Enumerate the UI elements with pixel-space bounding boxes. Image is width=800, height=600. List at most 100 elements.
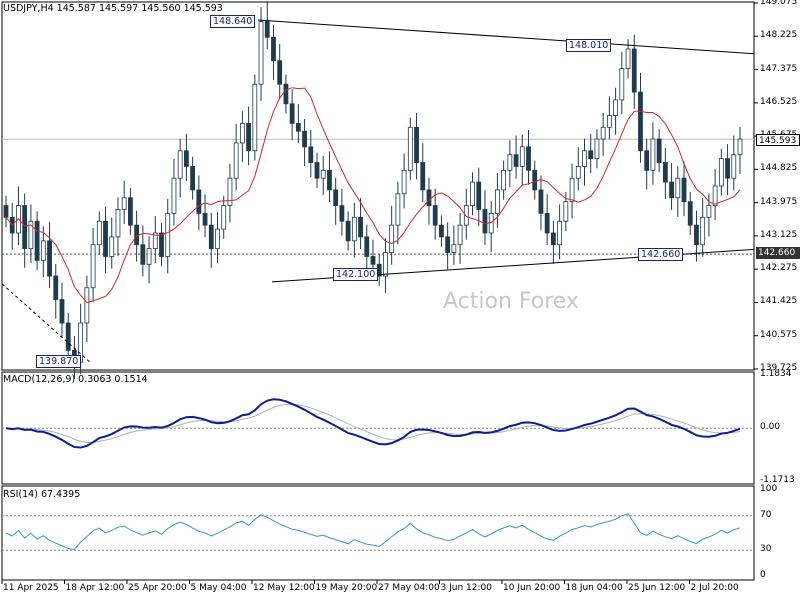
price-tick-label: 149.075 — [760, 0, 798, 7]
candle-body — [644, 150, 650, 171]
candle-body — [482, 209, 488, 234]
candle-body — [351, 216, 357, 242]
candle-body — [445, 236, 451, 253]
candle-body — [675, 177, 681, 199]
candle-body — [246, 122, 251, 152]
candle-body — [339, 205, 345, 222]
candle-body — [140, 244, 146, 265]
candle-body — [227, 177, 233, 206]
candle-body — [190, 166, 196, 191]
candle-body — [507, 154, 513, 171]
candle-body — [470, 181, 475, 206]
candle-body — [575, 166, 581, 179]
time-tick-label: 19 May 20:00 — [315, 583, 378, 593]
candle-body — [712, 185, 718, 206]
price-tick-label: 144.825 — [760, 163, 798, 174]
candle-body — [532, 169, 538, 191]
candle-body — [3, 205, 9, 218]
candle-body — [569, 177, 575, 203]
watermark-text: Action Forex — [443, 289, 579, 314]
rsi-line — [5, 513, 741, 551]
candle-body — [252, 83, 258, 152]
price-tick-label: 147.375 — [760, 63, 798, 74]
time-tick-label: 12 May 12:00 — [253, 583, 315, 593]
candle-body — [619, 68, 625, 101]
annotation-low-1: 142.100 — [333, 268, 379, 281]
time-tick-label: 27 May 04:00 — [378, 583, 440, 593]
candle-body — [513, 154, 519, 167]
rsi-tick-label: 70 — [760, 509, 772, 520]
candle-body — [370, 256, 376, 265]
macd-pane-title: MACD(12,26,9) 0.3063 0.1514 — [3, 374, 148, 385]
candle-body — [588, 150, 594, 159]
candle-body — [669, 181, 674, 199]
candle-body — [731, 154, 737, 179]
candle-body — [308, 146, 314, 163]
rsi-tick-label: 100 — [760, 484, 778, 494]
candle-body — [358, 216, 363, 238]
candle-body — [426, 189, 432, 206]
candle-body — [202, 213, 208, 226]
macd-tick-label: -1.1713 — [760, 475, 795, 485]
rsi-tick-label: 0 — [760, 570, 766, 580]
candle-body — [737, 138, 743, 156]
candle-body — [196, 189, 202, 214]
candle-body — [183, 150, 189, 167]
candle-body — [283, 83, 289, 105]
price-tick-label: 142.275 — [760, 263, 798, 274]
candle-body — [22, 205, 28, 250]
candle-body — [264, 21, 270, 38]
candle-body — [277, 60, 283, 85]
candle-body — [495, 189, 500, 214]
candle-body — [109, 236, 115, 257]
candle-body — [146, 248, 152, 265]
candle-body — [476, 181, 482, 210]
rsi-tick-label: 30 — [760, 544, 772, 555]
price-tick-label: 143.125 — [760, 229, 798, 240]
candle-body — [233, 142, 239, 179]
candle-body — [128, 197, 133, 226]
candle-body — [687, 201, 693, 226]
candle-body — [544, 213, 550, 234]
candle-body — [239, 122, 245, 144]
candle-body — [152, 232, 158, 250]
price-tick-label: 139.725 — [760, 363, 798, 373]
candle-body — [625, 48, 631, 69]
candle-body — [401, 169, 407, 195]
candle-body — [631, 48, 637, 93]
candle-body — [28, 220, 34, 250]
candle-body — [501, 169, 507, 191]
candle-body — [557, 220, 563, 246]
candle-body — [420, 162, 426, 191]
candle-body — [526, 146, 531, 171]
candle-body — [451, 244, 457, 253]
price-tick-label: 141.425 — [760, 296, 798, 307]
time-tick-label: 10 Jun 20:00 — [503, 583, 561, 593]
candle-body — [295, 122, 301, 132]
candle-body — [432, 205, 438, 226]
upper-trendline — [257, 19, 755, 55]
candle-body — [606, 115, 612, 128]
candle-body — [383, 252, 388, 277]
candle-body — [53, 275, 59, 300]
candle-body — [706, 205, 712, 218]
candle-body — [121, 197, 127, 210]
candle-body — [718, 158, 724, 187]
candle-body — [414, 126, 419, 163]
candle-body — [538, 189, 544, 214]
dashed-trendline — [1, 283, 91, 363]
candle-body — [289, 103, 295, 124]
candle-body — [650, 138, 656, 171]
support-price-label: 142.660 — [756, 247, 800, 259]
price-pane-title: USDJPY,H4 145.587 145.597 145.560 145.59… — [3, 3, 223, 14]
candle-body — [159, 232, 164, 257]
candle-body — [96, 220, 102, 246]
candle-body — [47, 240, 52, 277]
candle-body — [582, 150, 587, 167]
annotation-low-2: 142.660 — [638, 248, 684, 261]
candle-body — [407, 126, 413, 171]
candle-body — [594, 138, 600, 159]
candle-body — [215, 228, 220, 250]
candle-body — [65, 322, 71, 351]
time-tick-label: 25 Jun 12:00 — [628, 583, 686, 593]
